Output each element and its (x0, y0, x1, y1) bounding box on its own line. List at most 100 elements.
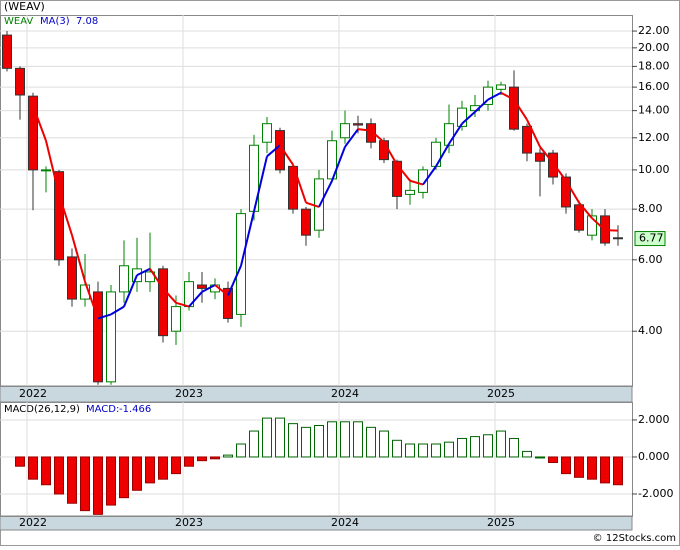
candle-body (159, 269, 168, 336)
macd-bar (575, 457, 584, 477)
y-tick-label: 8.00 (638, 202, 663, 215)
y-tick-label: 20.00 (638, 41, 670, 54)
y-tick-label: 14.00 (638, 104, 670, 117)
macd-bar (380, 431, 389, 457)
candle-body (198, 285, 207, 288)
x-tick-label: 2024 (331, 516, 359, 529)
macd-bar (393, 440, 402, 457)
macd-bar (107, 457, 116, 505)
macd-bar (120, 457, 129, 498)
macd-bar (198, 457, 207, 461)
macd-bar (614, 457, 623, 485)
macd-label: MACD: (86, 404, 119, 415)
macd-bar (497, 431, 506, 457)
macd-bar (354, 422, 363, 457)
ma-line (358, 129, 371, 130)
chart-title: (WEAV) (4, 0, 45, 13)
y-tick-label: 2.000 (638, 413, 670, 426)
x-axis-band (0, 516, 632, 530)
candle-body (107, 292, 116, 382)
macd-bar (419, 444, 428, 457)
candle-body (94, 292, 103, 382)
macd-bar (133, 457, 142, 490)
candle-body (393, 161, 402, 196)
macd-bar (432, 444, 441, 457)
y-tick-label: 6.00 (638, 253, 663, 266)
candle-body (510, 87, 519, 129)
y-tick-label: 0.000 (638, 450, 670, 463)
macd-bar (29, 457, 38, 479)
y-tick-label: 16.00 (638, 80, 670, 93)
y-tick-label: 4.00 (638, 324, 663, 337)
x-tick-label: 2025 (487, 387, 515, 400)
x-axis-band (0, 386, 632, 402)
macd-bar (237, 444, 246, 457)
macd-bar (445, 442, 454, 457)
x-tick-label: 2024 (331, 387, 359, 400)
macd-bar (172, 457, 181, 474)
candle-body (16, 68, 25, 95)
macd-bar (315, 426, 324, 457)
macd-bar (601, 457, 610, 483)
macd-bar (289, 424, 298, 457)
candle-body (42, 170, 51, 171)
candle-body (406, 190, 415, 194)
y-tick-label: 12.00 (638, 131, 670, 144)
macd-bar (250, 431, 259, 457)
macd-bar (263, 418, 272, 457)
x-tick-label: 2025 (487, 516, 515, 529)
macd-bar (328, 422, 337, 457)
footer: © 12Stocks.com (593, 533, 676, 544)
candle-body (68, 257, 77, 299)
candle-body (354, 124, 363, 125)
macd-bar (536, 457, 545, 458)
candle-body (315, 179, 324, 230)
candle-body (3, 35, 12, 68)
legend-ma: MA(3) (40, 16, 70, 27)
macd-bar (81, 457, 90, 511)
macd-bar (302, 427, 311, 457)
candle-body (120, 266, 129, 292)
y-tick-label: 10.00 (638, 163, 670, 176)
macd-bar (211, 457, 220, 459)
x-tick-label: 2023 (175, 516, 203, 529)
macd-bar (471, 437, 480, 457)
macd-bar (549, 457, 558, 463)
macd-bar (94, 457, 103, 514)
y-tick-label: 22.00 (638, 24, 670, 37)
macd-bar (406, 444, 415, 457)
macd-bar (510, 438, 519, 457)
macd-bar (146, 457, 155, 483)
macd-bar (159, 457, 168, 479)
candle-body (575, 205, 584, 230)
candle-body (263, 124, 272, 143)
macd-bar (16, 457, 25, 466)
macd-bar (55, 457, 64, 494)
macd-bar (562, 457, 571, 474)
macd-bar (224, 455, 233, 457)
candle-body (549, 153, 558, 177)
candle-body (302, 209, 311, 235)
macd-bar (185, 457, 194, 466)
macd-bar (42, 457, 51, 485)
last-price-label: 6.77 (639, 232, 664, 245)
x-tick-label: 2022 (19, 516, 47, 529)
macd-bar (458, 438, 467, 457)
candle-body (341, 124, 350, 138)
macd-bar (276, 418, 285, 457)
macd-bar (588, 457, 597, 479)
macd-bar (523, 451, 532, 457)
candle-body (523, 126, 532, 153)
candle-body (536, 153, 545, 161)
candle-body (614, 238, 623, 239)
macd-bar (341, 422, 350, 457)
macd-bar (367, 427, 376, 457)
macd-legend: MACD(26,12,9) (4, 404, 80, 415)
legend-ma-value: 7.08 (76, 16, 98, 27)
legend-name: WEAV (4, 16, 33, 27)
macd-value: -1.466 (119, 404, 151, 415)
macd-bar (68, 457, 77, 503)
y-tick-label: -2.000 (638, 487, 673, 500)
macd-bar (484, 435, 493, 457)
